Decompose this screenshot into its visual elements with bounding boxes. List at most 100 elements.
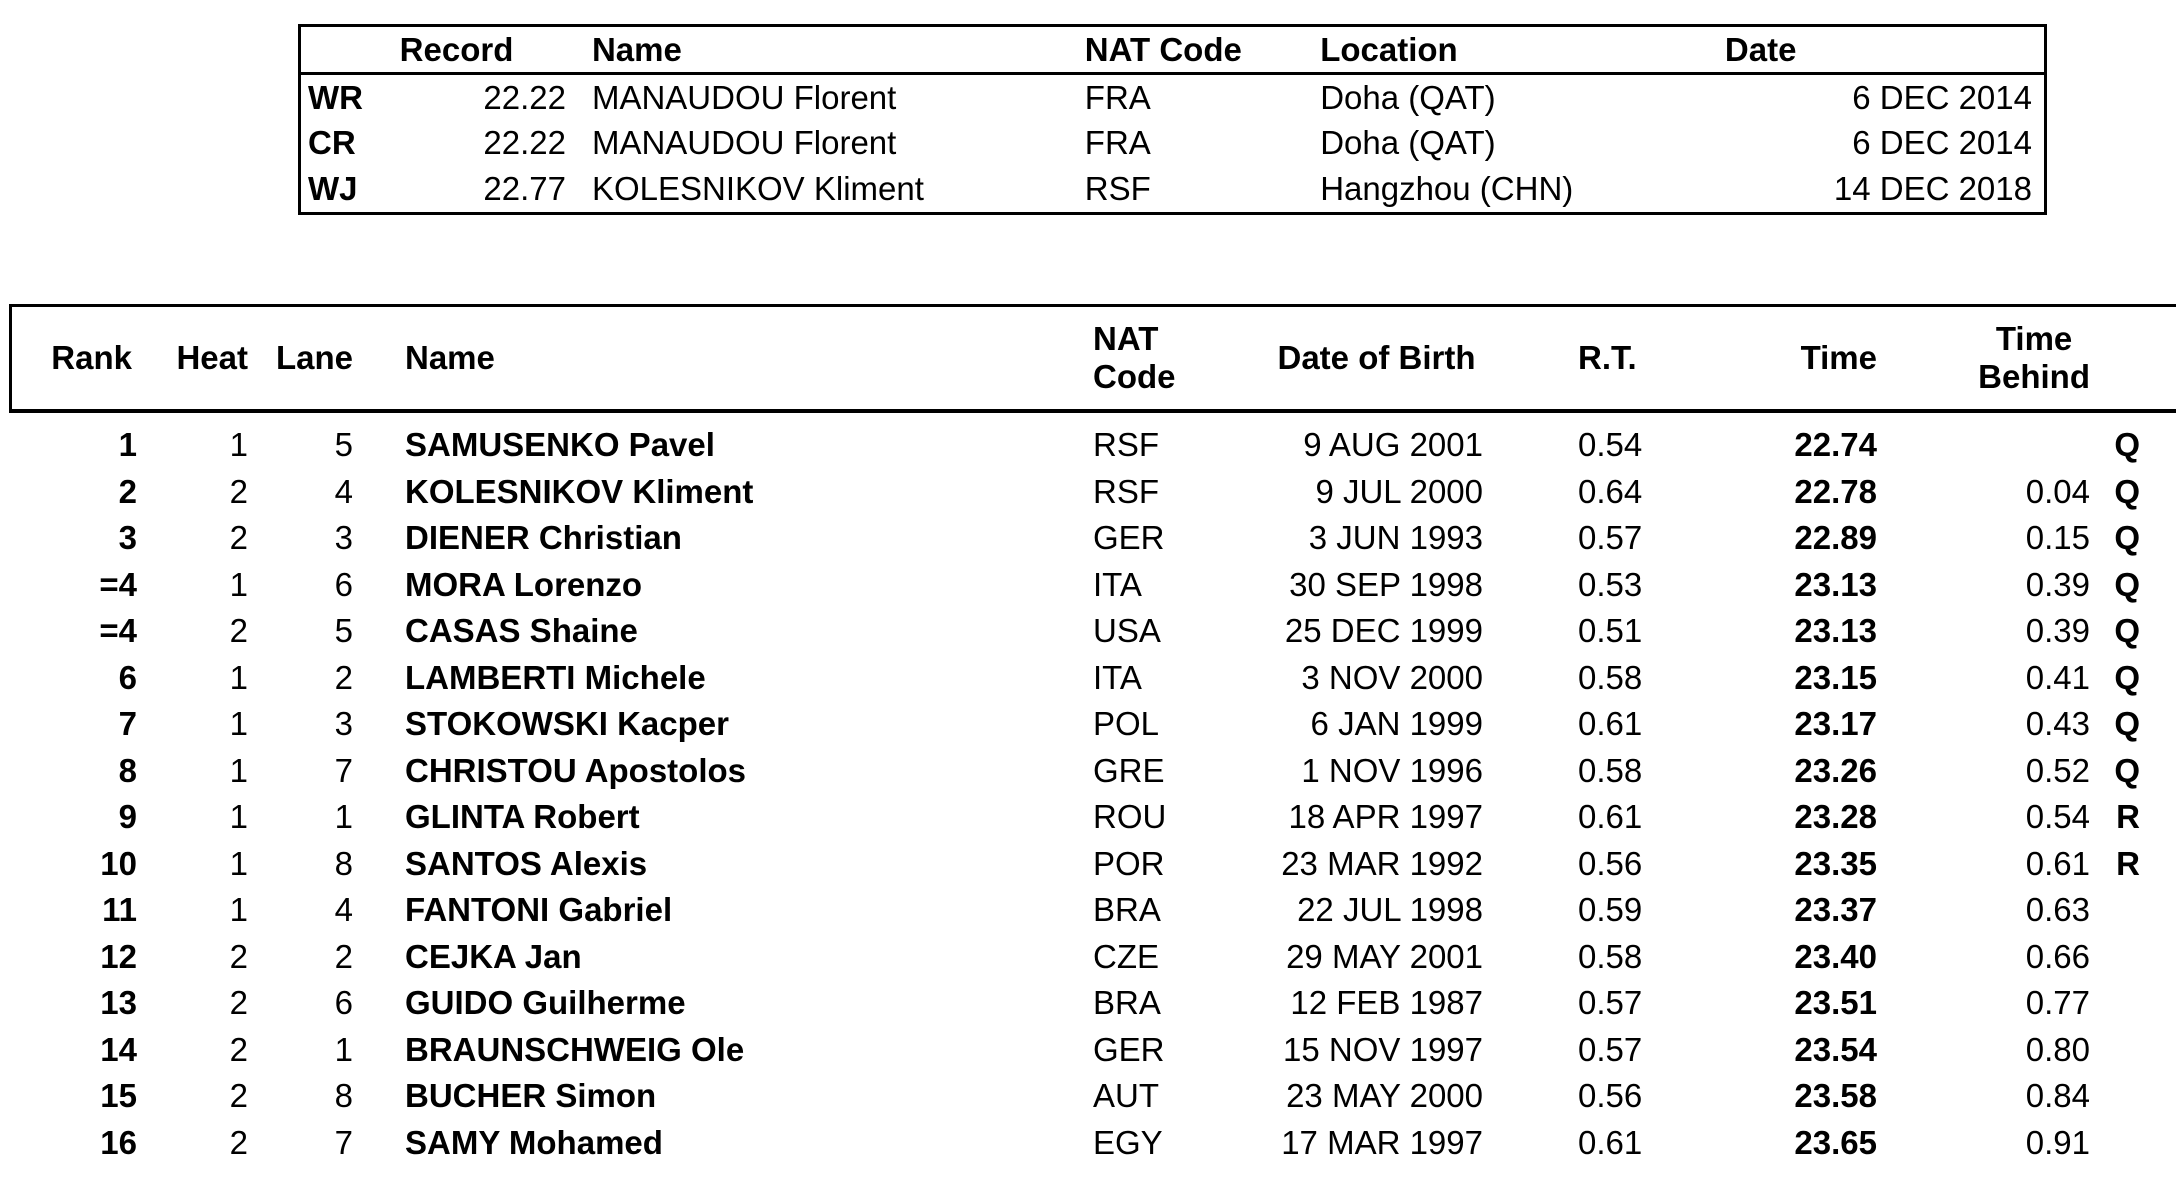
result-row: 9 1 1 GLINTA Robert ROU 18 APR 1997 0.61… <box>0 794 2176 841</box>
qualification-cell <box>2090 934 2176 981</box>
qualification-cell: Q <box>2114 565 2140 603</box>
athlete-name-cell: CEJKA Jan <box>405 937 582 975</box>
date-of-birth-cell: 12 FEB 1987 <box>1290 984 1483 1022</box>
lane-cell: 4 <box>334 472 353 510</box>
time-cell: 23.58 <box>1794 1077 1877 1115</box>
reaction-time-cell: 0.51 <box>1578 612 1643 650</box>
result-row: 13 2 6 GUIDO Guilherme BRA 12 FEB 1987 0… <box>0 980 2176 1027</box>
time-cell: 23.40 <box>1794 937 1877 975</box>
athlete-name-cell: SANTOS Alexis <box>405 844 648 882</box>
time-cell: 23.54 <box>1794 1030 1877 1068</box>
athlete-name-cell: LAMBERTI Michele <box>405 658 706 696</box>
records-header-location: Location <box>1294 25 1725 75</box>
nat-code-cell: GER <box>1093 519 1165 557</box>
athlete-name-cell: BUCHER Simon <box>405 1077 657 1115</box>
date-of-birth-cell: 23 MAR 1992 <box>1281 844 1483 882</box>
record-name-cell: MANAUDOU Florent <box>591 78 897 116</box>
records-header-nat-code: NAT Code <box>1058 25 1295 75</box>
athlete-name-cell: SAMUSENKO Pavel <box>405 426 715 464</box>
nat-code-cell: ITA <box>1093 565 1142 603</box>
date-of-birth-cell: 23 MAY 2000 <box>1286 1077 1483 1115</box>
date-of-birth-cell: 3 NOV 2000 <box>1301 658 1483 696</box>
nat-code-cell: USA <box>1093 612 1161 650</box>
reaction-time-cell: 0.59 <box>1578 891 1643 929</box>
qualification-cell <box>2090 1120 2176 1167</box>
athlete-name-cell: CHRISTOU Apostolos <box>405 751 747 789</box>
athlete-name-cell: BRAUNSCHWEIG Ole <box>405 1030 745 1068</box>
rank-cell: 3 <box>118 519 137 557</box>
result-row: 12 2 2 CEJKA Jan CZE 29 MAY 2001 0.58 23… <box>0 934 2176 981</box>
date-of-birth-cell: 6 JAN 1999 <box>1310 705 1483 743</box>
rank-cell: 11 <box>102 891 137 929</box>
result-row: 7 1 3 STOKOWSKI Kacper POL 6 JAN 1999 0.… <box>0 701 2176 748</box>
athlete-name-cell: GUIDO Guilherme <box>405 984 686 1022</box>
record-date-cell: 6 DEC 2014 <box>1852 124 2032 162</box>
time-cell: 23.51 <box>1794 984 1877 1022</box>
rank-cell: 10 <box>100 844 137 882</box>
athlete-name-cell: FANTONI Gabriel <box>405 891 673 929</box>
reaction-time-cell: 0.64 <box>1578 472 1643 510</box>
lane-cell: 8 <box>334 1077 353 1115</box>
record-row: WJ 22.77 KOLESNIKOV Kliment RSF Hangzhou… <box>300 166 2046 213</box>
reaction-time-cell: 0.61 <box>1578 798 1643 836</box>
lane-cell: 2 <box>334 937 353 975</box>
lane-cell: 2 <box>334 658 353 696</box>
records-header-date: Date <box>1724 25 2046 75</box>
results-header-qualification <box>2090 307 2176 409</box>
result-row: 3 2 3 DIENER Christian GER 3 JUN 1993 0.… <box>0 515 2176 562</box>
date-of-birth-cell: 15 NOV 1997 <box>1283 1030 1483 1068</box>
qualification-cell: Q <box>2114 426 2140 464</box>
rank-cell: =4 <box>99 612 137 650</box>
reaction-time-cell: 0.57 <box>1578 519 1643 557</box>
lane-cell: 3 <box>334 705 353 743</box>
qualification-cell <box>2090 1027 2176 1074</box>
heat-cell: 2 <box>229 1077 248 1115</box>
heat-cell: 1 <box>229 751 248 789</box>
time-behind-cell: 0.77 <box>2025 984 2090 1022</box>
records-header-name: Name <box>565 25 1059 75</box>
date-of-birth-cell: 3 JUN 1993 <box>1308 519 1483 557</box>
results-table: 1 1 5 SAMUSENKO Pavel RSF 9 AUG 2001 0.5… <box>0 422 2176 1166</box>
rank-cell: 2 <box>118 472 137 510</box>
records-header-spacer <box>299 25 400 75</box>
result-row: 14 2 1 BRAUNSCHWEIG Ole GER 15 NOV 1997 … <box>0 1027 2176 1074</box>
time-behind-header-lines: Time Behind <box>1978 320 2090 396</box>
rank-cell: =4 <box>99 565 137 603</box>
result-row: 6 1 2 LAMBERTI Michele ITA 3 NOV 2000 0.… <box>0 655 2176 702</box>
heat-cell: 2 <box>229 937 248 975</box>
lane-cell: 8 <box>334 844 353 882</box>
records-table-header: Record Name NAT Code Location Date <box>299 25 2046 75</box>
time-behind-header-line1: Time <box>1995 320 2073 357</box>
heat-cell: 1 <box>229 705 248 743</box>
record-name-cell: MANAUDOU Florent <box>591 124 897 162</box>
lane-cell: 7 <box>334 751 353 789</box>
time-cell: 22.89 <box>1794 519 1877 557</box>
athlete-name-cell: KOLESNIKOV Kliment <box>405 472 754 510</box>
rank-cell: 1 <box>118 426 137 464</box>
time-cell: 23.13 <box>1794 612 1877 650</box>
qualification-cell: R <box>2116 798 2140 836</box>
results-header-name: Name <box>405 339 495 376</box>
reaction-time-cell: 0.61 <box>1578 1123 1643 1161</box>
record-time-cell: 22.22 <box>483 124 566 162</box>
heat-cell: 2 <box>229 1123 248 1161</box>
results-header-rank: Rank <box>51 339 132 376</box>
nat-code-cell: EGY <box>1093 1123 1163 1161</box>
qualification-cell: Q <box>2114 751 2140 789</box>
record-nat-code-cell: FRA <box>1084 78 1151 116</box>
nat-code-header-line2: Code <box>1093 358 1176 395</box>
time-behind-cell: 0.52 <box>2025 751 2090 789</box>
heat-cell: 1 <box>229 891 248 929</box>
time-cell: 23.17 <box>1794 705 1877 743</box>
record-location-cell: Doha (QAT) <box>1320 78 1496 116</box>
time-cell: 23.15 <box>1794 658 1877 696</box>
time-behind-cell: 0.04 <box>2025 472 2090 510</box>
heat-cell: 1 <box>229 565 248 603</box>
heat-cell: 1 <box>229 426 248 464</box>
result-row: 11 1 4 FANTONI Gabriel BRA 22 JUL 1998 0… <box>0 887 2176 934</box>
date-of-birth-cell: 1 NOV 1996 <box>1301 751 1483 789</box>
time-cell: 23.37 <box>1794 891 1877 929</box>
heat-cell: 2 <box>229 1030 248 1068</box>
lane-cell: 5 <box>334 426 353 464</box>
heat-cell: 2 <box>229 472 248 510</box>
